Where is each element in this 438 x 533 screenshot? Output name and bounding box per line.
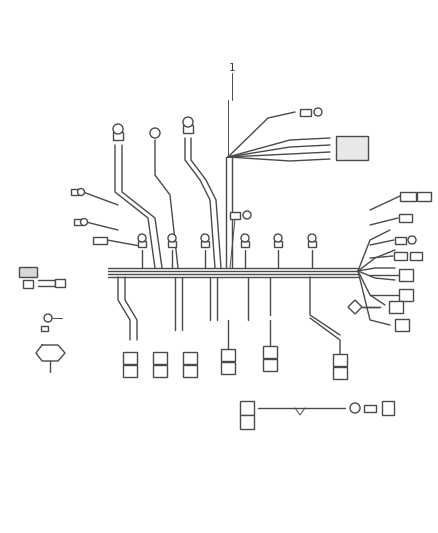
Bar (395, 319, 409, 331)
Bar (395, 237, 406, 244)
Circle shape (168, 234, 176, 242)
Circle shape (350, 403, 360, 413)
Bar (389, 301, 403, 313)
Bar (308, 241, 316, 247)
Circle shape (81, 219, 88, 225)
Bar (123, 352, 137, 364)
Bar (183, 352, 197, 364)
Bar (153, 352, 167, 364)
Circle shape (138, 234, 146, 242)
Circle shape (44, 314, 52, 322)
Bar (399, 269, 413, 281)
Bar (40, 326, 47, 330)
Bar (240, 415, 254, 429)
Bar (55, 279, 65, 287)
Bar (183, 365, 197, 377)
Circle shape (78, 189, 85, 196)
Polygon shape (348, 300, 362, 314)
Circle shape (201, 234, 209, 242)
Bar (240, 401, 254, 415)
Bar (263, 359, 277, 371)
Bar (393, 252, 406, 260)
Bar (93, 237, 107, 244)
Bar (221, 349, 235, 361)
Bar (23, 280, 33, 288)
Bar (336, 136, 368, 160)
Circle shape (243, 211, 251, 219)
Circle shape (183, 117, 193, 127)
Bar (417, 191, 431, 200)
Circle shape (408, 236, 416, 244)
Bar (333, 354, 347, 366)
Bar (241, 241, 249, 247)
Bar (19, 267, 37, 277)
Bar (399, 214, 411, 222)
Bar (221, 362, 235, 374)
Bar (123, 365, 137, 377)
Bar (153, 365, 167, 377)
Circle shape (308, 234, 316, 242)
Bar (263, 346, 277, 358)
Circle shape (274, 234, 282, 242)
Bar (183, 125, 193, 133)
Circle shape (314, 108, 322, 116)
Bar (138, 241, 146, 247)
Bar (399, 289, 413, 301)
Bar (71, 189, 79, 195)
Bar (400, 191, 416, 200)
Bar (74, 219, 82, 225)
Bar (333, 367, 347, 379)
Bar (230, 212, 240, 219)
Bar (300, 109, 311, 116)
Text: 1: 1 (229, 63, 235, 73)
Bar (364, 405, 376, 411)
Bar (382, 401, 394, 415)
Bar (113, 132, 123, 140)
Circle shape (241, 234, 249, 242)
Circle shape (113, 124, 123, 134)
Bar (201, 241, 209, 247)
Bar (410, 252, 422, 260)
Bar (168, 241, 176, 247)
Bar (274, 241, 282, 247)
Circle shape (150, 128, 160, 138)
